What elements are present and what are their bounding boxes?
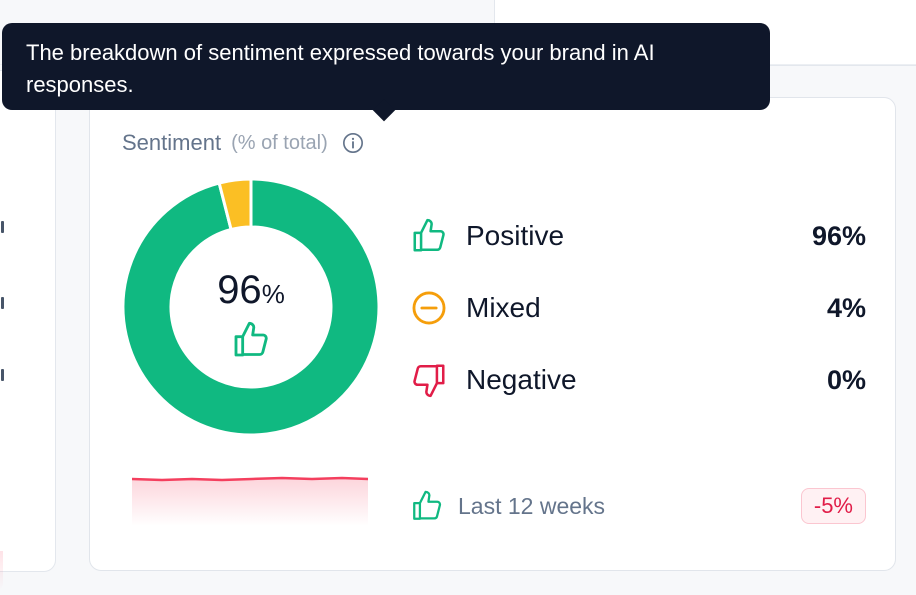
card-heading: Sentiment (% of total) [122,130,364,156]
card-title: Sentiment [122,130,222,155]
info-icon[interactable] [342,132,364,154]
trend-footer: Last 12 weeks -5% [410,486,866,526]
legend-value: 4% [826,292,866,323]
legend-row-negative: Negative 0% [410,360,866,400]
adjacent-card-left [0,70,56,591]
legend-label: Negative [466,364,577,395]
tooltip-text: The breakdown of sentiment expressed tow… [26,40,655,97]
thumbs-up-icon [413,218,445,252]
center-value-number: 96 [217,268,262,312]
axis-tick [1,221,4,233]
donut-segment-mixed [217,178,253,232]
sentiment-donut-chart [122,178,380,436]
legend-value: 0% [826,364,866,395]
trend-change-badge: -5% [800,488,866,524]
thumbs-down-icon [413,364,445,398]
legend-row-mixed: Mixed 4% [410,288,866,328]
trend-period-label: Last 12 weeks [458,492,606,519]
donut-center: 96% [122,178,380,436]
trend-sparkline [132,476,368,526]
minus-circle-icon [412,291,446,325]
adjacent-sparkline [0,551,3,591]
sentiment-card: Sentiment (% of total) 96% Positive 96% [89,97,896,571]
legend-row-positive: Positive 96% [410,216,866,256]
legend-label: Mixed [466,292,541,323]
info-tooltip: The breakdown of sentiment expressed tow… [2,23,770,122]
thumbs-up-icon [234,321,268,357]
donut-center-value: 96% [122,268,380,313]
thumbs-up-icon [413,490,442,520]
donut-segment-positive [122,178,380,436]
axis-tick [1,369,4,381]
legend-value: 96% [811,220,866,251]
center-value-unit: % [261,279,285,309]
card-subtitle: (% of total) [231,131,328,154]
legend-label: Positive [466,220,565,251]
axis-tick [1,297,4,309]
